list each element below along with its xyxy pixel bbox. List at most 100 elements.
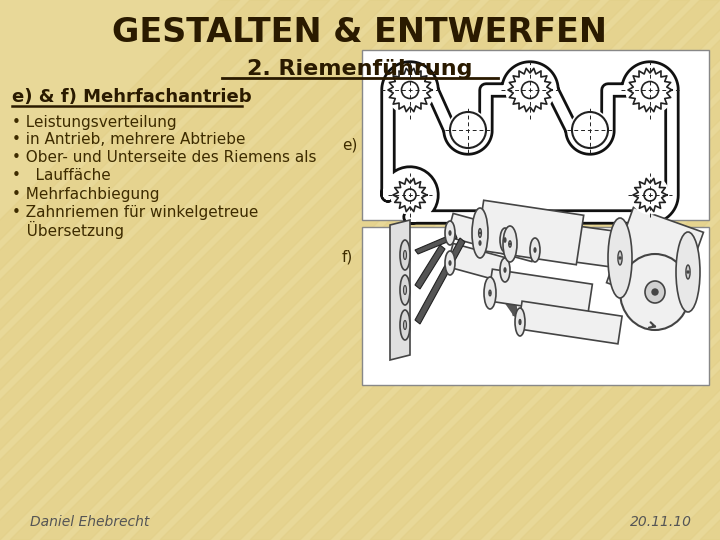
Ellipse shape	[475, 231, 485, 255]
Ellipse shape	[534, 248, 536, 252]
Circle shape	[687, 271, 689, 273]
Polygon shape	[280, 0, 720, 540]
Polygon shape	[0, 0, 360, 540]
Polygon shape	[130, 0, 690, 540]
Polygon shape	[430, 0, 720, 540]
Ellipse shape	[403, 321, 407, 329]
Polygon shape	[477, 224, 538, 261]
Ellipse shape	[519, 320, 521, 325]
Ellipse shape	[645, 281, 665, 303]
Polygon shape	[388, 69, 432, 112]
Polygon shape	[190, 0, 720, 540]
Ellipse shape	[618, 251, 622, 265]
Polygon shape	[10, 0, 570, 540]
Polygon shape	[415, 233, 457, 254]
FancyBboxPatch shape	[362, 227, 709, 385]
Ellipse shape	[530, 238, 540, 262]
Text: e) & f) Mehrfachantrieb: e) & f) Mehrfachantrieb	[12, 88, 251, 106]
Ellipse shape	[400, 310, 410, 340]
Polygon shape	[0, 0, 390, 540]
Text: • Ober- und Unterseite des Riemens als: • Ober- und Unterseite des Riemens als	[12, 151, 317, 165]
Polygon shape	[580, 0, 720, 540]
Text: Daniel Ehebrecht: Daniel Ehebrecht	[30, 515, 149, 529]
Polygon shape	[518, 301, 622, 344]
Text: GESTALTEN & ENTWERFEN: GESTALTEN & ENTWERFEN	[112, 17, 608, 50]
Polygon shape	[415, 245, 445, 289]
Polygon shape	[640, 0, 720, 540]
Ellipse shape	[403, 286, 407, 294]
Polygon shape	[0, 0, 270, 540]
Text: • Leistungsverteilung: • Leistungsverteilung	[12, 114, 176, 130]
Ellipse shape	[504, 238, 506, 242]
Polygon shape	[340, 0, 720, 540]
Ellipse shape	[515, 308, 525, 336]
Polygon shape	[0, 0, 510, 540]
Polygon shape	[0, 0, 300, 540]
Polygon shape	[0, 0, 480, 540]
Polygon shape	[390, 220, 410, 360]
Ellipse shape	[484, 277, 496, 309]
FancyBboxPatch shape	[362, 50, 709, 220]
Ellipse shape	[400, 240, 410, 270]
Ellipse shape	[686, 265, 690, 279]
Ellipse shape	[445, 251, 455, 275]
Polygon shape	[370, 0, 720, 540]
Circle shape	[631, 176, 669, 214]
Circle shape	[450, 112, 486, 148]
Ellipse shape	[445, 221, 455, 245]
Polygon shape	[0, 0, 240, 540]
Polygon shape	[628, 69, 672, 112]
Polygon shape	[100, 0, 660, 540]
Circle shape	[572, 112, 608, 148]
Text: •   Lauffäche: • Lauffäche	[12, 168, 111, 184]
Ellipse shape	[400, 275, 410, 305]
Polygon shape	[220, 0, 720, 540]
Circle shape	[534, 249, 536, 251]
Polygon shape	[477, 200, 584, 265]
Circle shape	[619, 257, 621, 259]
Polygon shape	[487, 269, 593, 316]
Ellipse shape	[479, 228, 482, 238]
Ellipse shape	[449, 231, 451, 235]
Text: Übersetzung: Übersetzung	[12, 221, 124, 239]
Circle shape	[480, 232, 481, 234]
Polygon shape	[508, 217, 622, 268]
Polygon shape	[160, 0, 720, 540]
Polygon shape	[40, 0, 600, 540]
Circle shape	[449, 262, 451, 264]
Ellipse shape	[500, 228, 510, 252]
Ellipse shape	[620, 254, 690, 330]
Circle shape	[652, 289, 658, 295]
Polygon shape	[550, 0, 720, 540]
Polygon shape	[393, 178, 427, 212]
Text: 2. Riemenführung: 2. Riemenführung	[247, 59, 473, 79]
Ellipse shape	[608, 218, 632, 298]
Text: 20.11.10: 20.11.10	[630, 515, 692, 529]
Ellipse shape	[676, 232, 700, 312]
Polygon shape	[0, 0, 540, 540]
Text: e): e)	[342, 138, 357, 152]
Circle shape	[386, 66, 434, 114]
Polygon shape	[633, 178, 667, 212]
Ellipse shape	[472, 208, 488, 258]
Polygon shape	[70, 0, 630, 540]
Polygon shape	[460, 0, 720, 540]
Circle shape	[506, 66, 554, 114]
Circle shape	[642, 82, 659, 98]
Ellipse shape	[449, 261, 451, 265]
Polygon shape	[606, 207, 703, 308]
Polygon shape	[700, 0, 720, 540]
Ellipse shape	[489, 290, 491, 296]
Polygon shape	[0, 0, 330, 540]
Polygon shape	[520, 0, 720, 540]
Text: f): f)	[342, 249, 354, 265]
Polygon shape	[250, 0, 720, 540]
Circle shape	[521, 82, 539, 98]
Circle shape	[626, 66, 674, 114]
Polygon shape	[447, 213, 508, 252]
Polygon shape	[508, 69, 552, 112]
Circle shape	[570, 110, 610, 150]
Circle shape	[644, 189, 656, 201]
Polygon shape	[447, 244, 508, 281]
Circle shape	[391, 176, 429, 214]
